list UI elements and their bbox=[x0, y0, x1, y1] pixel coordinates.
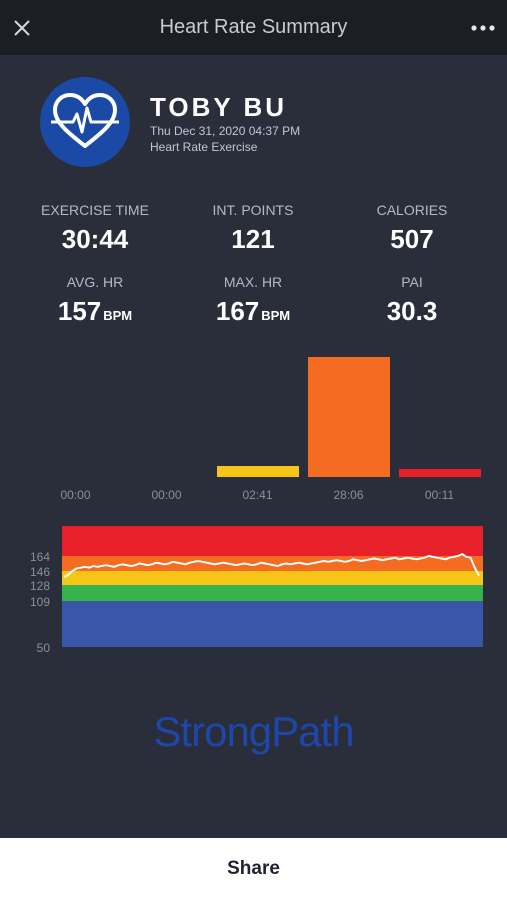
zone-bar bbox=[398, 469, 481, 477]
close-button[interactable] bbox=[8, 14, 36, 42]
stat-label: PAI bbox=[401, 274, 423, 290]
zone-tick-label: 28:06 bbox=[333, 488, 364, 502]
hr-y-tick: 146 bbox=[29, 565, 50, 579]
stat-calories: CALORIES 507 bbox=[337, 202, 487, 255]
activity-type: Heart Rate Exercise bbox=[150, 140, 258, 154]
stat-value: 507 bbox=[390, 224, 434, 254]
zone-tick-label: 00:11 bbox=[424, 488, 455, 502]
hr-zone-band bbox=[62, 585, 483, 601]
stat-value: 30:44 bbox=[61, 224, 129, 254]
stat-value: 157 BPM bbox=[20, 296, 170, 327]
user-name: TOBY BU bbox=[150, 92, 288, 122]
more-options-button[interactable] bbox=[469, 14, 497, 42]
stat-label: CALORIES bbox=[376, 202, 448, 218]
stat-label: EXERCISE TIME bbox=[41, 202, 149, 218]
stat-value: 30.3 bbox=[386, 296, 438, 326]
hr-y-tick: 164 bbox=[29, 550, 50, 564]
avatar bbox=[40, 77, 130, 167]
stat-int-points: INT. POINTS 121 bbox=[178, 202, 328, 255]
zone-bar bbox=[307, 357, 390, 477]
stat-unit: BPM bbox=[261, 308, 291, 323]
stat-max-hr: MAX. HR 167 BPM bbox=[178, 274, 328, 327]
hr-y-tick: 128 bbox=[29, 579, 50, 593]
top-bar: Heart Rate Summary bbox=[0, 0, 507, 55]
stat-number: 157 bbox=[57, 296, 102, 326]
zone-tick-label: 02:41 bbox=[242, 488, 273, 502]
hr-y-tick: 50 bbox=[36, 641, 50, 655]
hr-zone-band bbox=[62, 571, 483, 585]
more-horizontal-icon bbox=[471, 25, 495, 31]
strongpath-logo: StrongPath bbox=[153, 708, 354, 755]
stat-value: 167 BPM bbox=[178, 296, 328, 327]
stat-label: INT. POINTS bbox=[212, 202, 294, 218]
stat-label: AVG. HR bbox=[66, 274, 124, 290]
page-title: Heart Rate Summary bbox=[159, 16, 348, 38]
session-datetime: Thu Dec 31, 2020 04:37 PM bbox=[150, 124, 301, 138]
share-button[interactable]: Share bbox=[0, 838, 507, 900]
zone-tick-label: 00:00 bbox=[151, 488, 182, 502]
close-icon bbox=[14, 20, 30, 36]
share-label: Share bbox=[227, 858, 280, 879]
stat-pai: PAI 30.3 bbox=[337, 274, 487, 327]
stat-avg-hr: AVG. HR 157 BPM bbox=[20, 274, 170, 327]
heart-rate-line-chart bbox=[62, 526, 483, 647]
zone-tick-label: 00:00 bbox=[60, 488, 91, 502]
stat-number: 167 bbox=[215, 296, 260, 326]
hr-line-series bbox=[63, 553, 480, 579]
hr-y-tick: 109 bbox=[29, 595, 50, 609]
heart-pulse-icon bbox=[51, 93, 119, 148]
stat-label: MAX. HR bbox=[223, 274, 283, 290]
hr-zone-band bbox=[62, 601, 483, 647]
hr-zone-band bbox=[62, 526, 483, 556]
stat-exercise-time: EXERCISE TIME 30:44 bbox=[20, 202, 170, 255]
zone-bar bbox=[216, 465, 299, 477]
stat-unit: BPM bbox=[103, 308, 133, 323]
stat-value: 121 bbox=[231, 224, 275, 254]
